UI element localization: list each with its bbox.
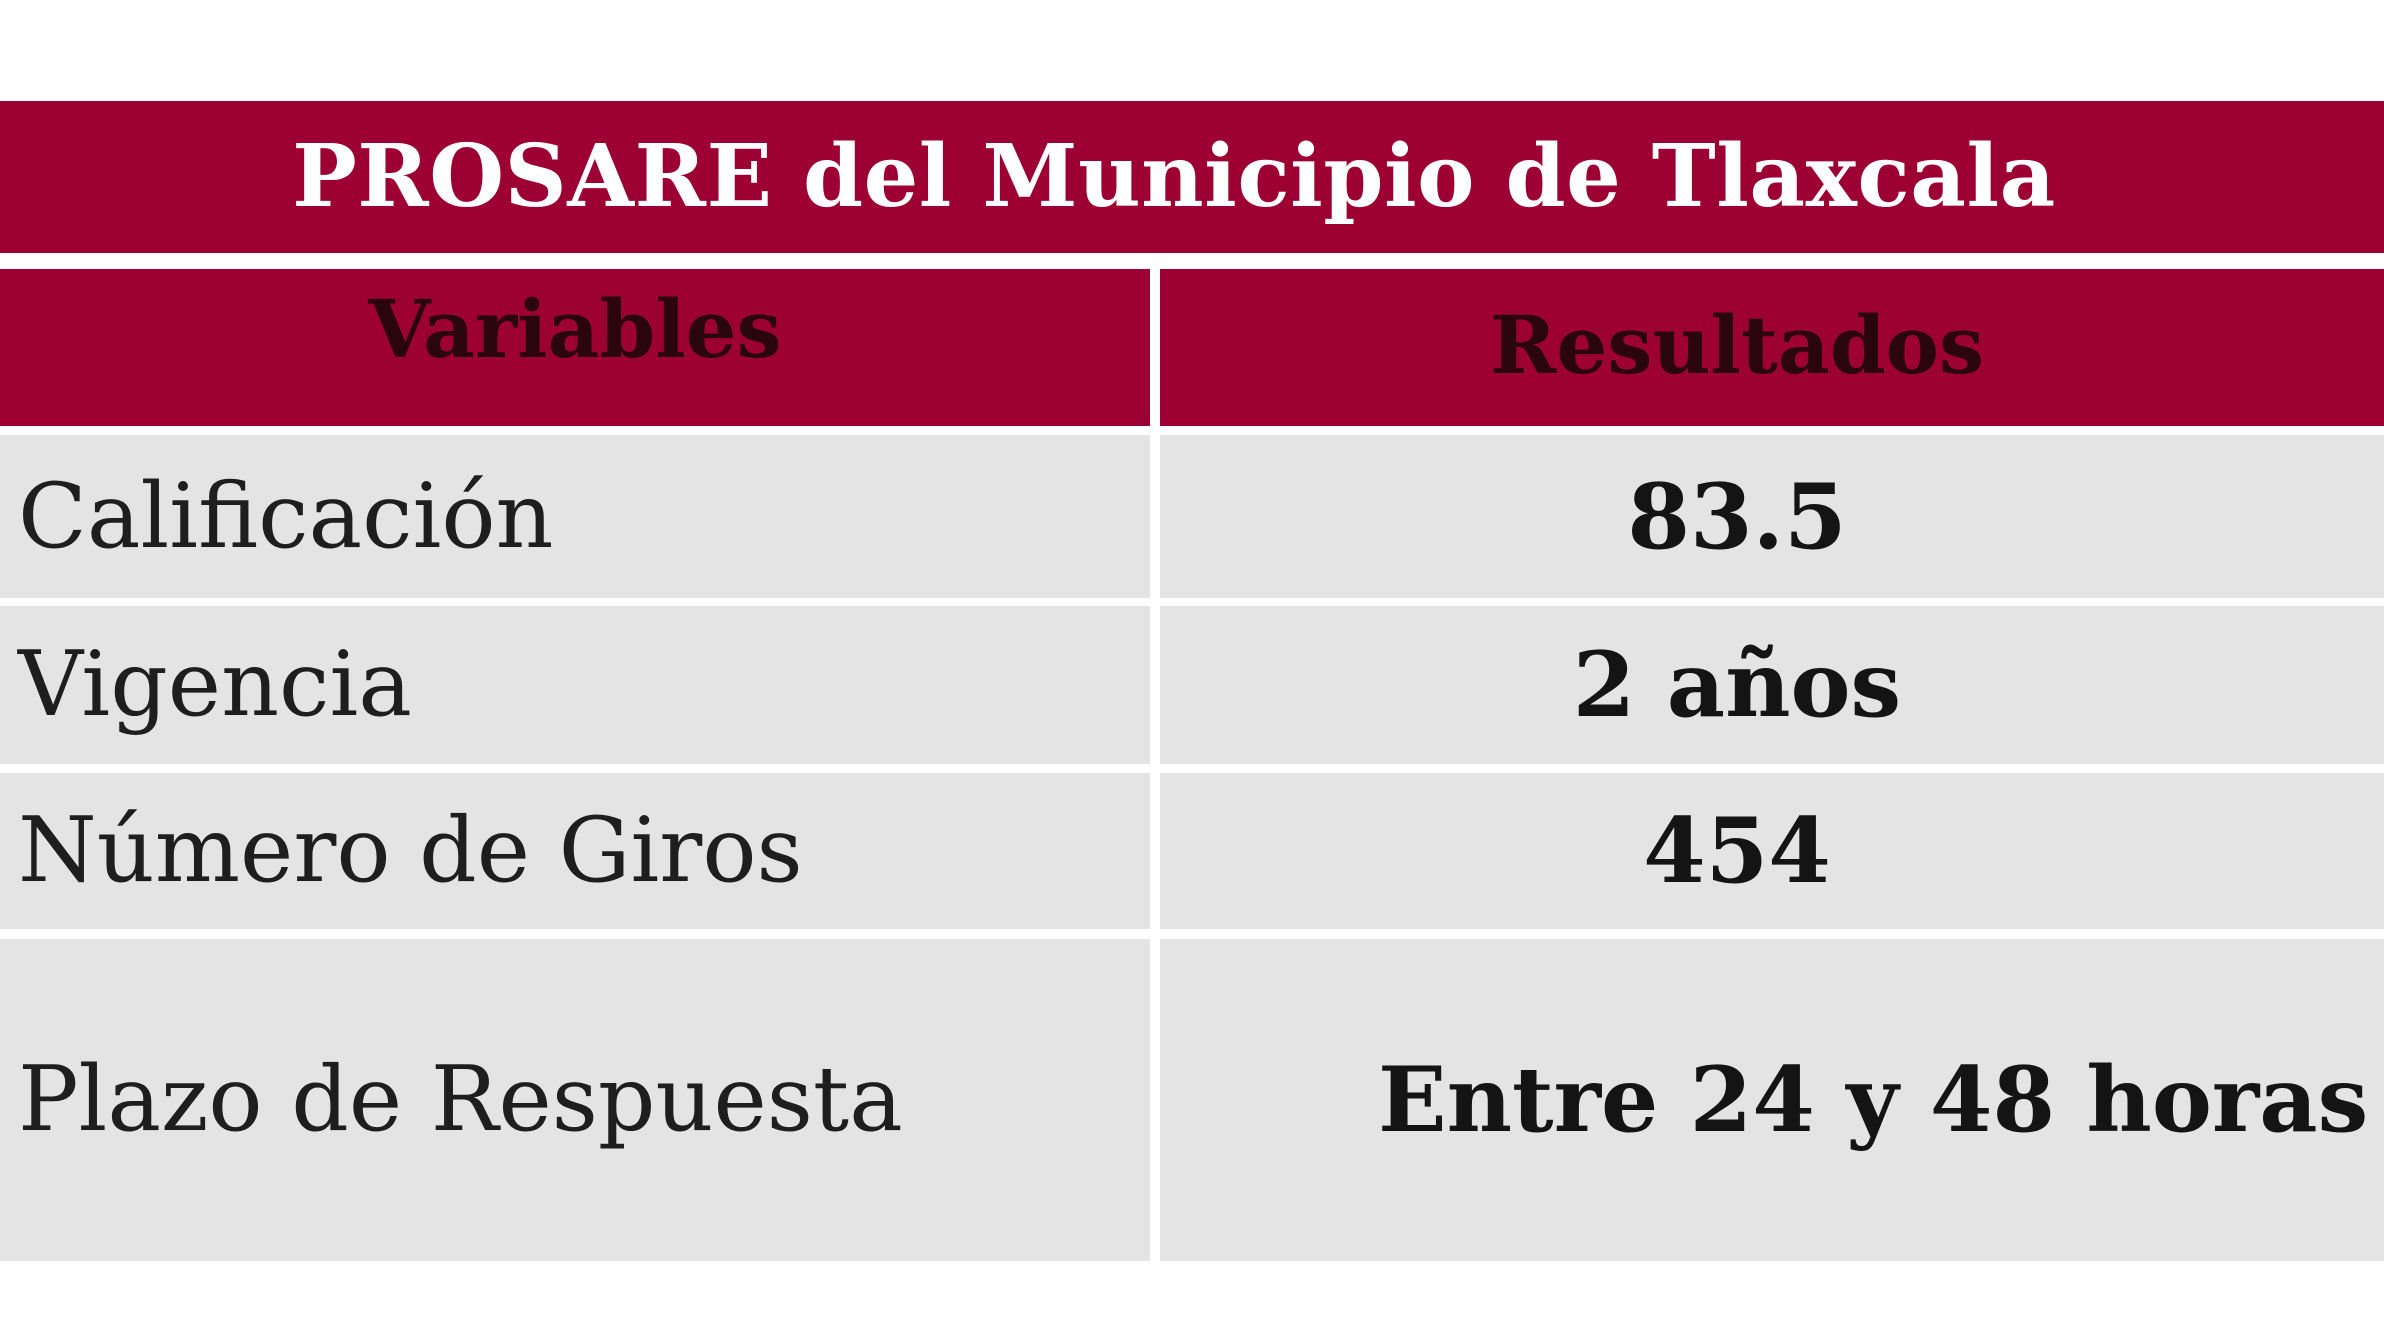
table-title: PROSARE del Municipio de Tlaxcala bbox=[292, 126, 2056, 227]
table-row: Vigencia 2 años bbox=[0, 606, 2384, 764]
header-results: Resultados bbox=[1160, 269, 2384, 426]
variable-cell: Vigencia bbox=[0, 606, 1150, 764]
header-variables: Variables bbox=[0, 269, 1150, 426]
table-title-bar: PROSARE del Municipio de Tlaxcala bbox=[0, 101, 2384, 253]
result-cell: 2 años bbox=[1160, 606, 2384, 764]
result-cell: Entre 24 y 48 horas bbox=[1160, 939, 2384, 1261]
table-header-row: Variables Resultados bbox=[0, 269, 2384, 426]
variable-cell: Calificación bbox=[0, 435, 1150, 598]
result-cell: 454 bbox=[1160, 773, 2384, 929]
table-row: Plazo de Respuesta Entre 24 y 48 horas bbox=[0, 939, 2384, 1261]
result-cell: 83.5 bbox=[1160, 435, 2384, 598]
variable-cell: Plazo de Respuesta bbox=[0, 939, 1150, 1261]
variable-cell: Número de Giros bbox=[0, 773, 1150, 929]
table-row: Número de Giros 454 bbox=[0, 773, 2384, 929]
table-row: Calificación 83.5 bbox=[0, 435, 2384, 598]
